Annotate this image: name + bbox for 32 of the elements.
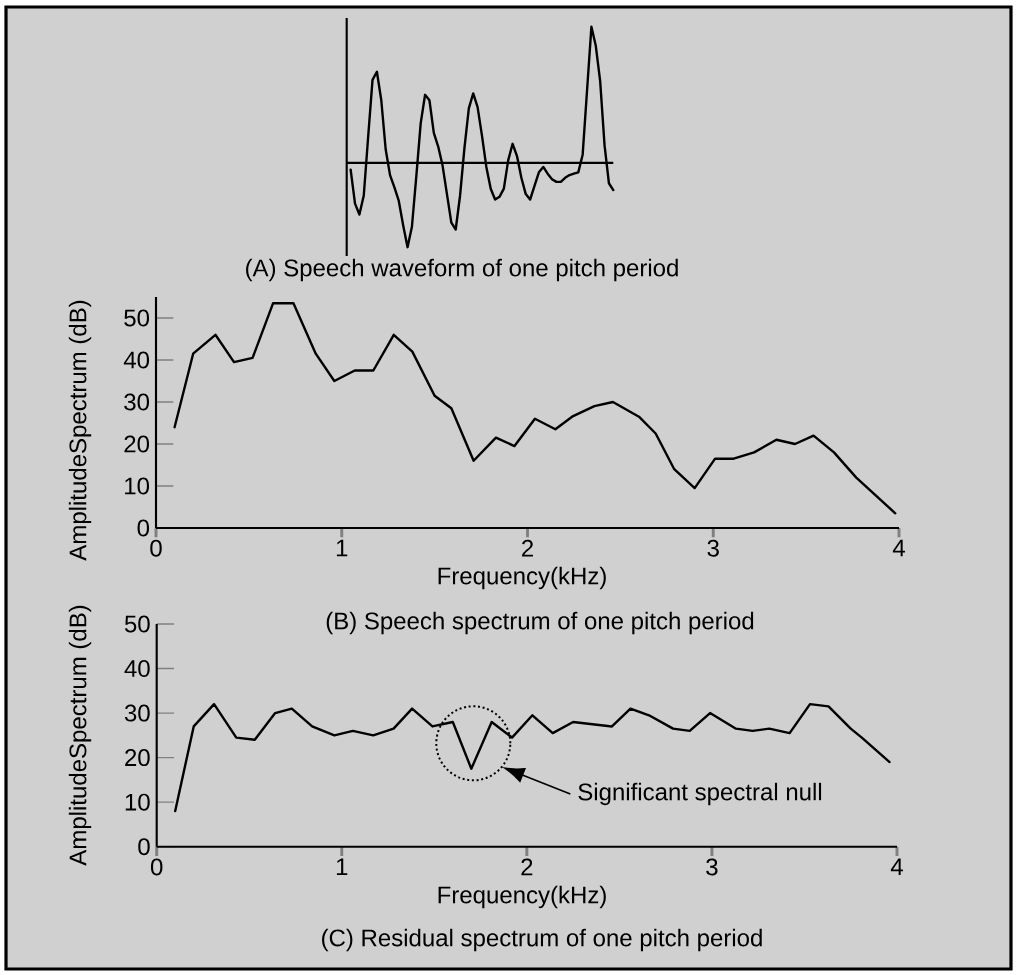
text: (A) Speech waveform of one pitch period: [246, 258, 678, 282]
y-tick-label: 30: [124, 393, 150, 411]
y-axis-title: AmplitudeSpectrum (dB): [68, 605, 92, 866]
x-tick-label: 1: [336, 858, 348, 875]
y-tick-label: 30: [124, 704, 150, 722]
x-axis-title: Frequency(kHz): [438, 885, 606, 909]
y-tick-label: 50: [124, 309, 150, 327]
y-tick-label: 40: [124, 660, 150, 678]
x-axis-title: Frequency(kHz): [438, 566, 606, 590]
y-tick-label: 10: [125, 793, 150, 811]
line-series: [173, 302, 897, 515]
y-tick-label: 20: [124, 435, 150, 453]
x-tick-label: 4: [890, 858, 903, 875]
y-tick-label: 20: [125, 749, 150, 767]
x-tick-label: 2: [522, 539, 533, 557]
y-tick-label: 10: [125, 477, 150, 495]
y-tick-label: 50: [124, 615, 150, 633]
y-tick-label: 0: [137, 519, 150, 537]
line-series: [174, 702, 891, 813]
y-tick-label: 0: [138, 838, 150, 856]
y-tick-label: 40: [123, 351, 150, 369]
x-tick-label: 0: [150, 858, 163, 876]
x-tick-label: 2: [521, 858, 533, 876]
text: (B) Speech spectrum of one pitch period: [326, 611, 754, 635]
text: (C) Residual spectrum of one pitch period: [322, 928, 762, 952]
x-tick-label: 4: [892, 539, 905, 557]
x-tick-label: 3: [706, 858, 718, 876]
x-tick-label: 1: [336, 539, 348, 557]
x-tick-label: 0: [150, 539, 162, 557]
annotation: Significant spectral null: [578, 782, 822, 806]
x-tick-label: 3: [707, 539, 719, 557]
y-axis-title: AmplitudeSpectrum (dB): [68, 300, 92, 561]
